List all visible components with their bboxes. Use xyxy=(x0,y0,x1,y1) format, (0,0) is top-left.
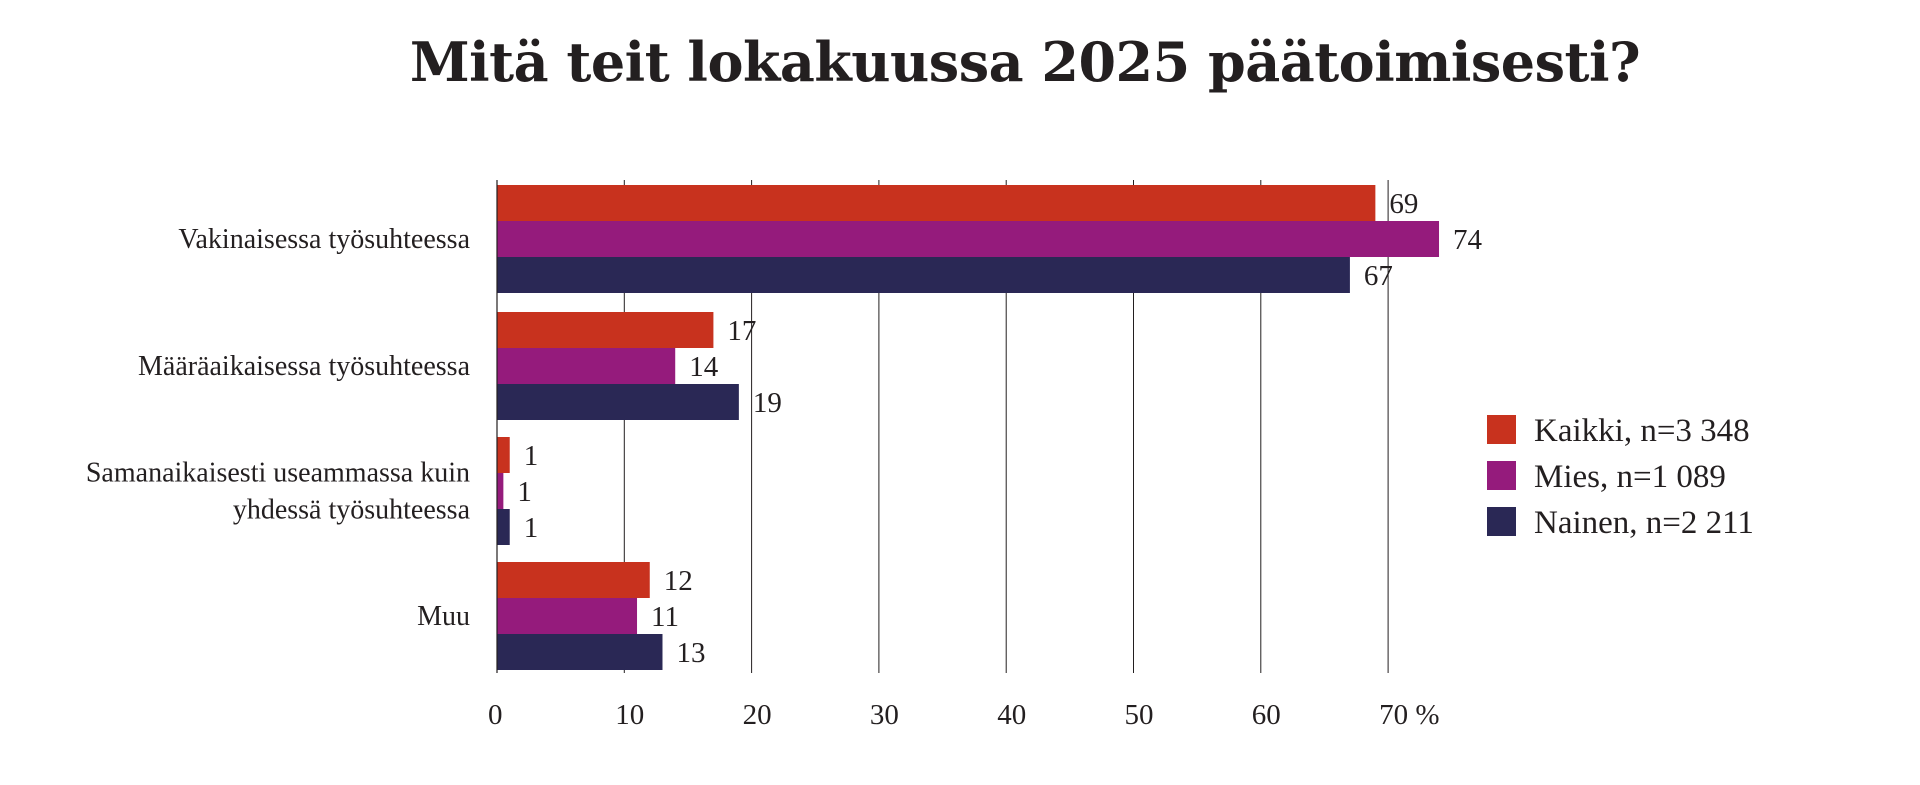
bar xyxy=(497,562,650,598)
x-tick-label: 60 xyxy=(1252,699,1281,731)
x-tick-label: 20 xyxy=(743,699,772,731)
bar xyxy=(497,509,510,545)
bar xyxy=(497,634,663,670)
legend-label: Nainen, n=2 211 xyxy=(1534,505,1754,541)
x-tick-label: 40 xyxy=(997,699,1026,731)
bar-value-label: 19 xyxy=(753,387,782,419)
category-label: yhdessä työsuhteessa xyxy=(233,495,471,526)
bar xyxy=(497,437,510,473)
legend-swatch xyxy=(1487,415,1516,444)
bar xyxy=(497,185,1376,221)
x-tick-label: 70 % xyxy=(1379,699,1439,731)
bar-value-label: 13 xyxy=(676,637,705,669)
bar-value-label: 1 xyxy=(517,476,532,508)
bar xyxy=(497,312,714,348)
legend-label: Kaikki, n=3 348 xyxy=(1534,413,1750,449)
category-label: Vakinaisessa työsuhteessa xyxy=(178,224,470,255)
bar-value-label: 1 xyxy=(524,440,539,472)
bar-value-label: 11 xyxy=(651,601,679,633)
x-tick-label: 30 xyxy=(870,699,899,731)
bar-value-label: 1 xyxy=(524,512,539,544)
x-tick-label: 50 xyxy=(1125,699,1154,731)
bar xyxy=(497,348,676,384)
category-label: Muu xyxy=(417,601,470,632)
bar xyxy=(497,221,1440,257)
legend-swatch xyxy=(1487,507,1516,536)
bar xyxy=(497,598,638,634)
bar-value-label: 74 xyxy=(1453,224,1483,256)
bar xyxy=(497,473,504,509)
bar xyxy=(497,384,739,420)
bar-value-label: 14 xyxy=(689,351,719,383)
x-tick-label: 0 xyxy=(488,699,503,731)
legend-label: Mies, n=1 089 xyxy=(1534,459,1726,495)
x-tick-label: 10 xyxy=(615,699,644,731)
category-label: Samanaikaisesti useammassa kuin xyxy=(86,458,470,489)
category-label: Määräaikaisessa työsuhteessa xyxy=(138,351,471,382)
bar-value-label: 69 xyxy=(1389,188,1418,220)
bar-value-label: 12 xyxy=(664,565,693,597)
bar-value-label: 17 xyxy=(727,315,756,347)
bar-value-label: 67 xyxy=(1364,260,1393,292)
bar xyxy=(497,257,1350,293)
chart-title: Mitä teit lokakuussa 2025 päätoimisesti? xyxy=(409,30,1641,94)
legend-swatch xyxy=(1487,461,1516,490)
